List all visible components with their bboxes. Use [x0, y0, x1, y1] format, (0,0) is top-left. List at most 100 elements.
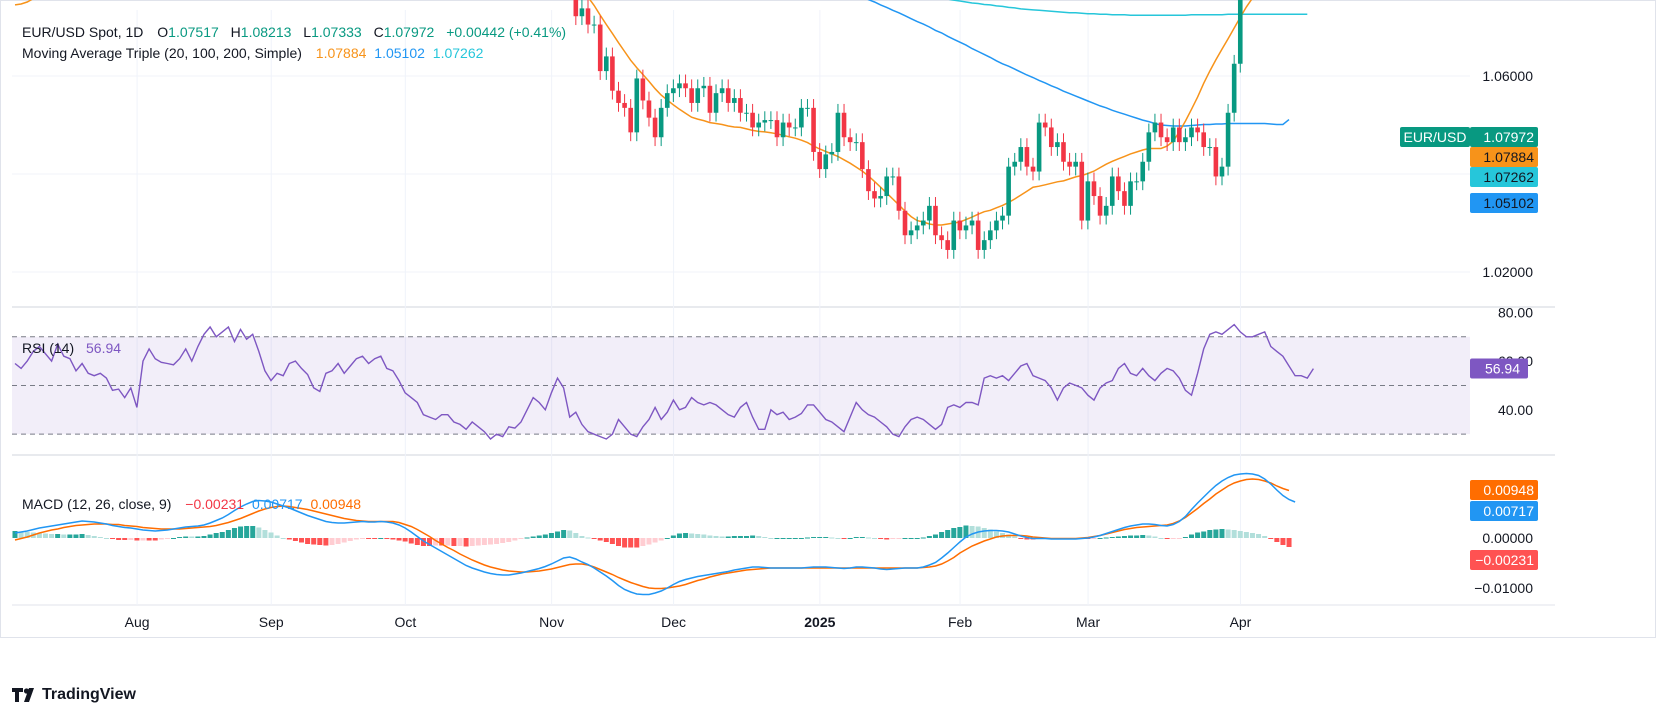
macd-hist-bar [268, 532, 274, 538]
macd-hist-bar [932, 534, 938, 538]
candle-body [671, 88, 676, 94]
macd-hist-bar [433, 538, 439, 546]
macd-hist-bar [445, 538, 451, 546]
low-label: L [303, 24, 312, 40]
macd-hist-bar [1207, 530, 1213, 538]
macd-hist-bar [372, 538, 378, 539]
candle-body [835, 112, 841, 152]
close-value: 1.07972 [383, 24, 435, 40]
macd-hist-bar [420, 538, 426, 546]
candle-body [799, 107, 804, 128]
macd-hist-bar [110, 538, 116, 539]
macd-hist-bar [451, 538, 457, 546]
macd-hist-bar [481, 538, 487, 545]
macd-hist-bar [896, 538, 902, 539]
candle-body [1024, 147, 1030, 167]
macd-hist-bar [701, 534, 707, 538]
macd-hist-bar [1152, 536, 1158, 538]
macd-hist-bar [1170, 538, 1176, 539]
candle-body [890, 176, 896, 178]
macd-hist-bar [902, 538, 908, 539]
macd-hist-bar [859, 537, 865, 538]
macd-hist-bar [183, 536, 189, 538]
macd-tag-label: −0.00231 [1475, 552, 1534, 568]
candle-body [1061, 142, 1066, 162]
macd-hist-bar [79, 534, 85, 538]
candle-body [732, 98, 737, 103]
macd-hist-bar [170, 538, 176, 539]
macd-hist-bar [97, 537, 103, 538]
macd-hist-bar [737, 536, 743, 538]
macd-hist-bar [1201, 531, 1207, 538]
macd-hist-bar [219, 532, 225, 538]
macd-hist-bar [847, 538, 853, 539]
macd-hist-bar [1121, 536, 1127, 538]
low-value: 1.07333 [311, 24, 362, 40]
macd-hist-bar [396, 538, 402, 541]
time-tick-label: Aug [125, 614, 150, 630]
tradingview-logo[interactable]: TradingView [12, 686, 136, 704]
price-tag-label: 1.05102 [1483, 195, 1534, 211]
symbol-tag-label: EUR/USD [1403, 129, 1466, 145]
macd-hist-bar [506, 538, 512, 542]
symbol-tag [1400, 127, 1470, 147]
macd-hist-bar [1237, 531, 1243, 538]
rsi-tick-label: 80.00 [1498, 304, 1533, 320]
macd-hist-bar [865, 537, 871, 539]
candle-body [780, 122, 786, 138]
macd-hist-bar [1128, 535, 1134, 538]
macd-hist-bar [353, 538, 359, 540]
price-tag-label: 1.07262 [1483, 169, 1534, 185]
macd-hist-bar [238, 526, 244, 538]
macd-hist-bar [908, 538, 914, 539]
macd-hist-bar [335, 538, 341, 544]
price-tick-label: 1.06000 [1482, 68, 1533, 84]
macd-tick-label: −0.01000 [1474, 580, 1533, 596]
macd-tick-label: 0.00000 [1482, 530, 1533, 546]
macd-hist-bar [347, 538, 353, 541]
macd-hist-bar [1140, 535, 1146, 538]
macd-hist-bar [536, 535, 542, 538]
candle-body [1189, 127, 1194, 138]
macd-label: MACD (12, 26, close, 9) [22, 496, 172, 512]
rsi-line [14, 323, 1314, 440]
open-label: O [157, 24, 169, 40]
macd-legend: MACD (12, 26, close, 9) −0.00231 0.00717… [22, 496, 365, 512]
candle-body [1000, 215, 1005, 221]
candle-body [902, 210, 908, 236]
macd-hist-bar [957, 527, 963, 538]
macd-hist-bar [798, 538, 804, 539]
macd-hist-bar [542, 534, 548, 538]
macd-hist-bar [73, 534, 79, 538]
candle-body [1140, 161, 1146, 182]
macd-hist-bar [853, 537, 859, 538]
macd-hist-bar [305, 538, 311, 544]
macd-hist-bar [439, 538, 445, 546]
macd-hist-bar [1012, 536, 1018, 538]
ma200-value: 1.07262 [432, 45, 484, 61]
macd-hist-bar [36, 533, 42, 538]
candle-body [1152, 122, 1158, 133]
macd-hist-bar [811, 537, 817, 538]
candle-body [695, 88, 701, 103]
candle-body [1177, 127, 1182, 143]
macd-hist-bar [640, 538, 646, 546]
candle-body [805, 107, 810, 109]
macd-hist-bar [67, 534, 73, 538]
candle-body [1225, 112, 1231, 167]
candle-body [981, 240, 987, 250]
macd-hist-bar [878, 538, 884, 539]
price-tag [1470, 167, 1538, 187]
candle-body [1219, 166, 1225, 177]
macd-hist-bar [981, 528, 987, 538]
rsi-tag-label: 56.94 [1485, 361, 1520, 377]
macd-hist-bar [945, 530, 951, 538]
macd-hist-bar [262, 530, 268, 538]
macd-hist-bar [390, 538, 396, 540]
macd-hist-bar [256, 527, 262, 538]
candle-body [634, 78, 640, 133]
macd-hist-bar [140, 538, 146, 541]
macd-hist-bar [780, 538, 786, 539]
candle-body [951, 220, 957, 250]
